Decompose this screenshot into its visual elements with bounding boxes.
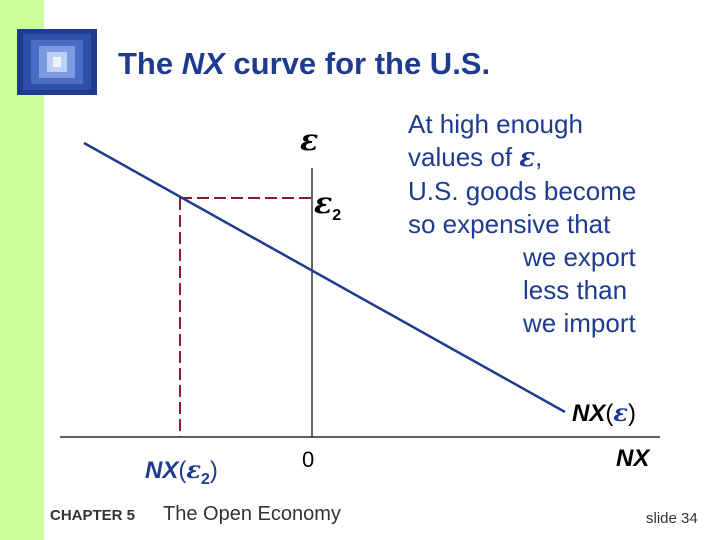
annotation-text: At high enough values of ε, U.S. goods b… <box>408 109 637 338</box>
nx-curve <box>83 141 566 414</box>
nx-eps2-label: NX(ε2) <box>145 455 218 488</box>
x-axis-label: NX <box>616 445 650 472</box>
footer-chapter-title: The Open Economy <box>163 503 341 525</box>
footer-chapter: CHAPTER 5 <box>50 507 136 524</box>
slide-number: slide 34 <box>646 510 698 527</box>
slide-title: The NX curve for the U.S. <box>118 46 491 81</box>
eps2-label: ε2 <box>314 186 342 224</box>
y-axis-label: ε <box>300 123 319 158</box>
curve-label: NX(ε) <box>572 398 636 427</box>
origin-label: 0 <box>302 447 315 472</box>
logo-icon <box>17 29 97 95</box>
